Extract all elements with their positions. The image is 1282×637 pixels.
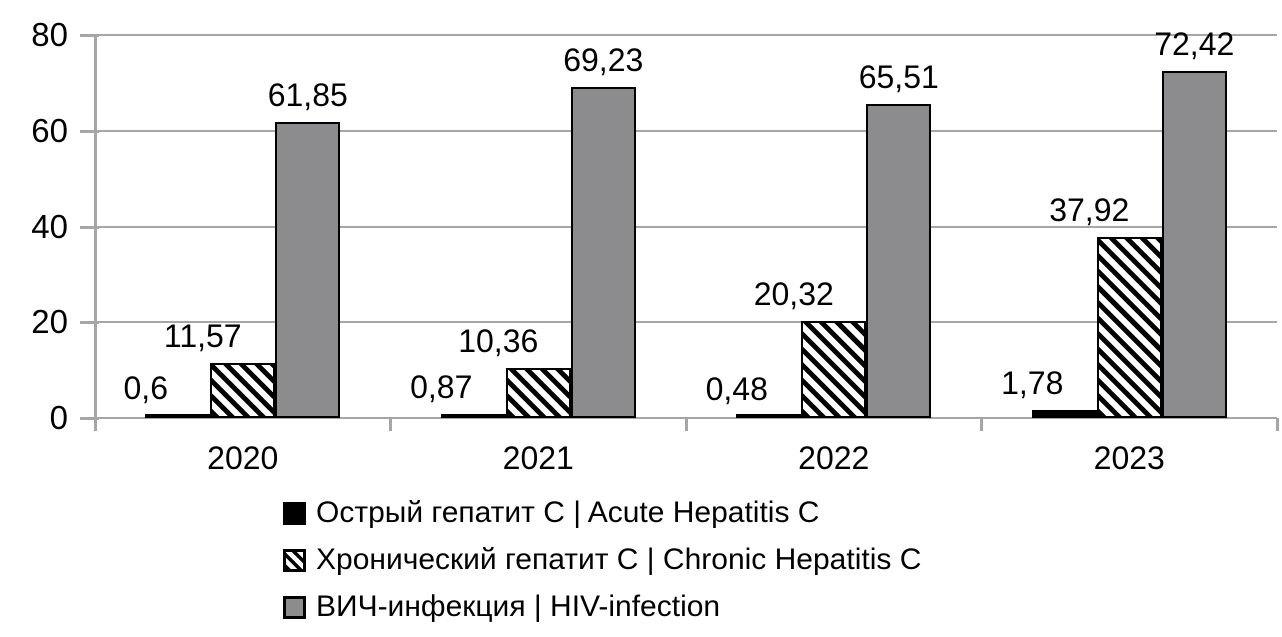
y-axis-label-0: 0 bbox=[49, 399, 68, 436]
y-axis-tick-0 bbox=[80, 417, 99, 420]
category-label-2022: 2022 bbox=[798, 440, 870, 476]
y-axis-tick-80 bbox=[80, 34, 99, 37]
value-label-acute-hepatitis-c-2021: 0,87 bbox=[410, 368, 473, 405]
x-axis-tick-3 bbox=[980, 418, 983, 431]
bar-slot-chronic-hepatitis-c-2021: 10,36 bbox=[458, 35, 571, 418]
value-label-chronic-hepatitis-c-2023: 37,92 bbox=[1049, 191, 1130, 228]
bar-acute-hepatitis-c-2021 bbox=[440, 413, 506, 418]
y-axis-tick-60 bbox=[80, 129, 99, 133]
bar-slot-hiv-infection-2023: 72,42 bbox=[1154, 28, 1234, 418]
bar-slot-acute-hepatitis-c-2022: 0,48 bbox=[706, 35, 802, 418]
bar-slot-acute-hepatitis-c-2020: 0,6 bbox=[124, 35, 211, 418]
legend-label-acute-hepatitis-c: Острый гепатит C | Acute Hepatitis C bbox=[316, 496, 820, 529]
bar-chronic-hepatitis-c-2020 bbox=[210, 362, 276, 418]
value-label-hiv-infection-2023: 72,42 bbox=[1154, 26, 1235, 63]
bar-hiv-infection-2022 bbox=[866, 104, 932, 418]
y-axis-label-60: 60 bbox=[31, 111, 68, 149]
value-label-chronic-hepatitis-c-2022: 20,32 bbox=[753, 275, 834, 312]
x-axis-tick-1 bbox=[389, 418, 392, 431]
y-axis-label-20: 20 bbox=[31, 303, 68, 341]
bar-chronic-hepatitis-c-2021 bbox=[505, 368, 571, 418]
legend-label-hiv-infection: ВИЧ-инфекция | HIV-infection bbox=[316, 590, 721, 623]
bar-acute-hepatitis-c-2020 bbox=[145, 414, 211, 418]
bar-slot-chronic-hepatitis-c-2020: 11,57 bbox=[164, 35, 276, 418]
y-axis-tick-40 bbox=[80, 225, 99, 229]
legend-label-chronic-hepatitis-c: Хронический гепатит C | Chronic Hepatiti… bbox=[316, 543, 922, 576]
bar-chronic-hepatitis-c-2023 bbox=[1096, 236, 1162, 418]
x-axis-tick-2 bbox=[684, 418, 688, 431]
bar-group-2023: 1,78 37,92 72,42 bbox=[982, 28, 1278, 418]
bar-slot-chronic-hepatitis-c-2022: 20,32 bbox=[754, 35, 867, 418]
y-axis-label-80: 80 bbox=[31, 16, 68, 53]
bar-slot-hiv-infection-2021: 69,23 bbox=[563, 35, 643, 418]
gridline-20 bbox=[95, 321, 1277, 324]
category-label-2020: 2020 bbox=[207, 440, 279, 476]
bar-group-2020: 0,6 11,57 61,85 bbox=[95, 35, 391, 418]
bar-slot-hiv-infection-2022: 65,51 bbox=[859, 35, 939, 418]
y-axis-tick-20 bbox=[80, 321, 99, 325]
value-label-acute-hepatitis-c-2020: 0,6 bbox=[123, 370, 168, 407]
legend-swatch-acute-hepatitis-c-icon bbox=[283, 501, 306, 525]
bar-group-2021: 0,87 10,36 69,23 bbox=[391, 35, 687, 418]
bar-slot-chronic-hepatitis-c-2023: 37,92 bbox=[1049, 35, 1162, 418]
bar-acute-hepatitis-c-2023 bbox=[1031, 409, 1097, 418]
bar-slot-acute-hepatitis-c-2023: 1,78 bbox=[1001, 35, 1097, 418]
legend-item-chronic-hepatitis-c: Хронический гепатит C | Chronic Hepatiti… bbox=[283, 543, 921, 577]
legend-item-acute-hepatitis-c: Острый гепатит C | Acute Hepatitis C bbox=[283, 496, 921, 530]
value-label-hiv-infection-2020: 61,85 bbox=[267, 76, 348, 113]
value-label-chronic-hepatitis-c-2021: 10,36 bbox=[458, 323, 539, 360]
y-axis-line bbox=[94, 35, 97, 431]
gridline-80 bbox=[95, 34, 1277, 36]
value-label-chronic-hepatitis-c-2020: 11,57 bbox=[163, 317, 242, 354]
bar-slot-hiv-infection-2020: 61,85 bbox=[268, 35, 348, 418]
bar-acute-hepatitis-c-2022 bbox=[736, 414, 802, 418]
value-label-acute-hepatitis-c-2023: 1,78 bbox=[1001, 364, 1064, 401]
category-label-2021: 2021 bbox=[502, 440, 574, 476]
bar-hiv-infection-2021 bbox=[570, 86, 636, 418]
gridline-60 bbox=[95, 129, 1277, 132]
bar-group-2022: 0,48 20,32 65,51 bbox=[686, 35, 982, 418]
y-axis-label-40: 40 bbox=[31, 207, 68, 245]
value-label-hiv-infection-2022: 65,51 bbox=[858, 59, 939, 96]
category-label-2023: 2023 bbox=[1093, 440, 1165, 476]
bar-chronic-hepatitis-c-2022 bbox=[801, 320, 867, 418]
bar-hiv-infection-2020 bbox=[275, 121, 341, 418]
value-label-acute-hepatitis-c-2022: 0,48 bbox=[705, 370, 768, 407]
bar-slot-acute-hepatitis-c-2021: 0,87 bbox=[410, 35, 506, 418]
value-label-hiv-infection-2021: 69,23 bbox=[563, 41, 644, 78]
legend-swatch-hiv-infection-icon bbox=[283, 595, 306, 619]
x-axis-tick-4 bbox=[1275, 418, 1279, 431]
gridline-40 bbox=[95, 225, 1277, 228]
legend: Острый гепатит C | Acute Hepatitis C Хрон… bbox=[283, 496, 921, 637]
legend-item-hiv-infection: ВИЧ-инфекция | HIV-infection bbox=[283, 590, 921, 624]
bar-hiv-infection-2023 bbox=[1161, 71, 1227, 418]
legend-swatch-chronic-hepatitis-c-icon bbox=[283, 548, 306, 572]
